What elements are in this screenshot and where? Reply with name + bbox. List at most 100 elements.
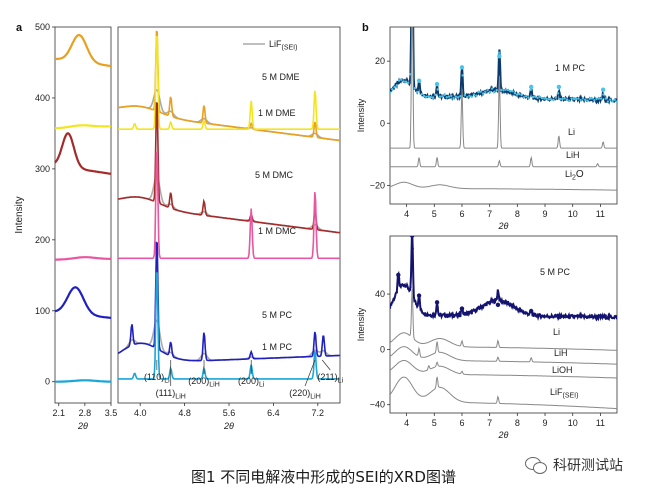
panel-b-bottom-marker xyxy=(549,315,553,319)
panel-b-bottom-series-3 xyxy=(390,360,617,379)
panel-b-bottom-marker xyxy=(472,309,476,312)
panel-a-right-series-4 xyxy=(118,241,340,362)
panel-b-bottom-marker xyxy=(606,317,610,320)
panel-b-bottom-marker xyxy=(563,314,566,317)
panel-b-top-marker xyxy=(443,93,446,97)
panel-b-bottom-marker xyxy=(522,312,526,315)
panel-b-bottom-marker xyxy=(561,315,564,318)
panel-a-right-series-1 xyxy=(118,35,340,130)
panel-b-top-marker xyxy=(547,98,551,101)
panel-b-top-series-0 xyxy=(390,27,617,105)
panel-b-top-marker xyxy=(561,97,564,101)
panel-b-bottom-peak-marker-4 xyxy=(459,306,465,311)
panel-b-bottom-marker xyxy=(416,305,419,308)
panel-b-top-marker xyxy=(452,97,455,100)
panel-a-left-series-3 xyxy=(54,256,111,261)
panel-a-right-series-2 xyxy=(118,101,340,234)
panel-b-top-xtick-label: 10 xyxy=(568,209,578,219)
panel-b-top-marker xyxy=(552,98,555,102)
panel-b-top-marker xyxy=(554,96,557,99)
panel-b-bottom-xtick-label: 7 xyxy=(487,418,492,428)
panel-a-ylabel: Intensity xyxy=(14,196,25,233)
panel-b-bottom-marker xyxy=(404,285,408,288)
panel-b-bottom-marker xyxy=(559,316,562,319)
panel-b-bottom-marker xyxy=(556,313,560,316)
panel-b-top-marker xyxy=(606,100,610,103)
panel-b-top-xtick-label: 7 xyxy=(487,209,492,219)
panel-b-bottom-marker xyxy=(463,311,467,315)
panel-b-top-xtick-label: 6 xyxy=(459,209,464,219)
panel-b-top-marker xyxy=(445,96,448,99)
panel-b-bottom-marker xyxy=(515,307,519,311)
panel-b-bottom-marker xyxy=(425,314,428,317)
panel-a-series-label-2: 5 M DMC xyxy=(255,170,294,180)
panel-a-right-xtick-label: 4.0 xyxy=(134,408,147,418)
panel-b-top-marker xyxy=(454,95,458,98)
figure-caption: 图1 不同电解液中形成的SEI的XRD图谱 xyxy=(191,468,456,486)
panel-b-bottom-marker xyxy=(450,313,453,316)
panel-b-bottom-marker xyxy=(456,314,460,317)
panel-b-top-marker xyxy=(427,95,430,98)
panel-b-top-frame xyxy=(389,26,618,205)
panel-b-bottom-series-2 xyxy=(390,341,617,365)
panel-b-top-marker xyxy=(543,97,546,100)
panel-a: a 0 100 200 300 400 500 Intensity 2.1 2.8 3.5 4.0 4.… xyxy=(14,22,344,431)
panel-a-annotation-4: (220)LiH xyxy=(289,388,321,401)
panel-b-bottom-marker xyxy=(584,315,587,319)
panel-b-top-marker xyxy=(477,90,480,94)
panel-b-top-marker xyxy=(604,97,607,100)
panel-b-bottom-marker xyxy=(481,306,485,309)
panel-b-top-marker xyxy=(556,92,560,95)
panel-b-bottom-marker xyxy=(495,297,498,301)
panel-b-bottom-marker xyxy=(604,314,607,317)
panel-a-series-label-5: 1 M PC xyxy=(262,342,293,352)
panel-b-top-peak-marker-5 xyxy=(528,84,534,90)
panel-b-top-series-label-0: 1 M PC xyxy=(555,63,586,73)
panel-b-top-marker xyxy=(425,95,428,99)
panel-b-top-marker xyxy=(504,88,507,91)
panel-b-top-marker xyxy=(608,98,612,101)
panel-b-bottom-marker xyxy=(445,314,448,318)
panel-b-bottom-marker xyxy=(413,299,417,302)
panel-b-top-marker xyxy=(416,90,419,94)
panel-a-ytick-label: 200 xyxy=(35,235,50,245)
panel-b-top-marker xyxy=(500,88,503,92)
panel-b-top-marker xyxy=(570,97,573,100)
panel-b-top-peak-marker-7 xyxy=(600,87,606,92)
panel-b-bottom-marker xyxy=(545,315,548,318)
panel-b-bottom-series-label-3: LiOH xyxy=(552,365,573,375)
panel-b-top-marker xyxy=(531,95,535,99)
panel-b-top-plot xyxy=(390,27,617,191)
panel-b-top-marker xyxy=(402,80,405,83)
panel-a-ytick-label: 100 xyxy=(35,306,50,316)
panel-b-bottom-series-label-0: 5 M PC xyxy=(540,267,571,277)
panel-b-top-marker xyxy=(602,93,605,96)
panel-b-bottom-xtick-label: 11 xyxy=(596,418,605,428)
panel-a-right-xtick-label: 6.4 xyxy=(267,408,280,418)
panel-a-annotation-3: (200)Li xyxy=(238,376,265,389)
panel-b-top-xtick-label: 4 xyxy=(404,209,409,219)
watermark-text: 科研测试站 xyxy=(553,458,623,474)
panel-b-bottom-marker xyxy=(447,314,451,317)
panel-b-bottom-marker xyxy=(602,316,605,319)
panel-b-bottom-marker xyxy=(531,313,535,316)
panel-a-ytick-label: 400 xyxy=(35,93,50,103)
panel-b-top-marker xyxy=(495,88,498,92)
panel-b-top-marker xyxy=(395,84,399,87)
panel-b-top-marker xyxy=(465,95,469,99)
panel-b-top-label: b xyxy=(362,22,369,34)
panel-b-top-marker xyxy=(520,93,523,97)
panel-b-bottom-marker xyxy=(527,313,530,316)
panel-b-top-peak-marker-2 xyxy=(434,81,440,87)
panel-b-bottom-ytick-label: −40 xyxy=(370,400,385,410)
panel-b-bottom-marker xyxy=(488,302,492,305)
panel-b-bottom-xtick-label: 8 xyxy=(515,418,520,428)
panel-b-top-marker xyxy=(461,74,464,77)
panel-b-bottom-marker xyxy=(570,314,573,317)
panel-b-top-marker xyxy=(502,89,505,92)
panel-b-top-xtick-label: 8 xyxy=(515,209,520,219)
panel-a-left-series-0 xyxy=(54,33,112,68)
panel-b-top-marker xyxy=(549,98,553,101)
panel-b-top-marker xyxy=(577,97,580,100)
